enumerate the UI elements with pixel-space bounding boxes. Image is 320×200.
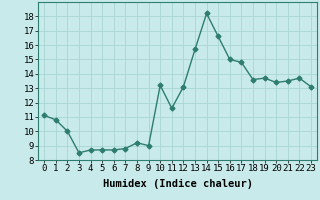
X-axis label: Humidex (Indice chaleur): Humidex (Indice chaleur) bbox=[103, 179, 252, 189]
